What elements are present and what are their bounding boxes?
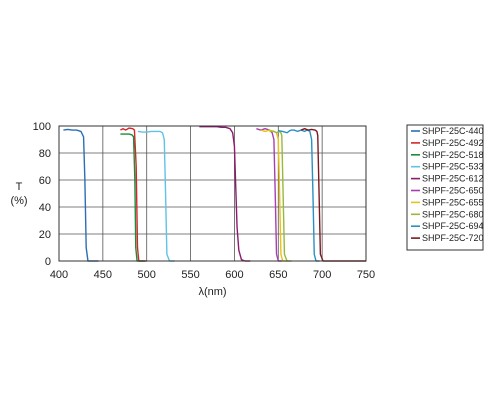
- series-lines: [63, 125, 366, 262]
- x-tick-labels: 400 450 500 550 600 650 700 750: [50, 269, 375, 281]
- plot-frame: [58, 125, 367, 262]
- legend-label-SHPF-25C-680: SHPF-25C-680: [422, 209, 484, 219]
- x-tick-label-750: 750: [357, 269, 375, 281]
- y-axis-unit-label: (%): [10, 195, 27, 207]
- y-axis-label: T: [16, 181, 23, 193]
- x-tick-label-550: 550: [181, 269, 199, 281]
- x-tick-label-400: 400: [50, 269, 68, 281]
- legend-label-SHPF-25C-612: SHPF-25C-612: [422, 174, 484, 184]
- series-line-SHPF-25C-680: [269, 130, 292, 262]
- series-line-SHPF-25C-655: [260, 129, 288, 262]
- x-tick-label-700: 700: [313, 269, 331, 281]
- y-tick-label-80: 80: [39, 148, 51, 160]
- series-line-SHPF-25C-440: [63, 128, 99, 262]
- legend-label-SHPF-25C-533: SHPF-25C-533: [422, 162, 484, 172]
- y-tick-label-60: 60: [39, 175, 51, 187]
- series-line-SHPF-25C-533: [137, 130, 175, 262]
- grid: [59, 126, 366, 261]
- x-tick-label-450: 450: [94, 269, 112, 281]
- x-axis-label: λ(nm): [198, 286, 226, 298]
- series-line-SHPF-25C-650: [256, 127, 282, 262]
- y-tick-labels: 0 20 40 60 80 100: [33, 121, 51, 268]
- legend-label-SHPF-25C-694: SHPF-25C-694: [422, 221, 484, 231]
- legend-box: [406, 124, 484, 251]
- y-tick-label-20: 20: [39, 229, 51, 241]
- legend: SHPF-25C-440 SHPF-25C-492 SHPF-25C-518 SHPF…: [406, 124, 484, 251]
- series-line-SHPF-25C-694: [278, 129, 320, 262]
- legend-label-SHPF-25C-655: SHPF-25C-655: [422, 197, 484, 207]
- series-line-SHPF-25C-612: [199, 125, 251, 262]
- legend-label-SHPF-25C-720: SHPF-25C-720: [422, 233, 484, 243]
- x-tick-label-600: 600: [225, 269, 243, 281]
- y-tick-label-100: 100: [33, 121, 51, 133]
- legend-label-SHPF-25C-650: SHPF-25C-650: [422, 186, 484, 196]
- legend-label-SHPF-25C-440: SHPF-25C-440: [422, 126, 484, 136]
- legend-label-SHPF-25C-492: SHPF-25C-492: [422, 138, 484, 148]
- x-tick-label-500: 500: [138, 269, 156, 281]
- y-tick-label-0: 0: [45, 256, 51, 268]
- series-line-SHPF-25C-720: [300, 127, 366, 262]
- x-tick-label-650: 650: [269, 269, 287, 281]
- legend-label-SHPF-25C-518: SHPF-25C-518: [422, 150, 484, 160]
- y-tick-label-40: 40: [39, 202, 51, 214]
